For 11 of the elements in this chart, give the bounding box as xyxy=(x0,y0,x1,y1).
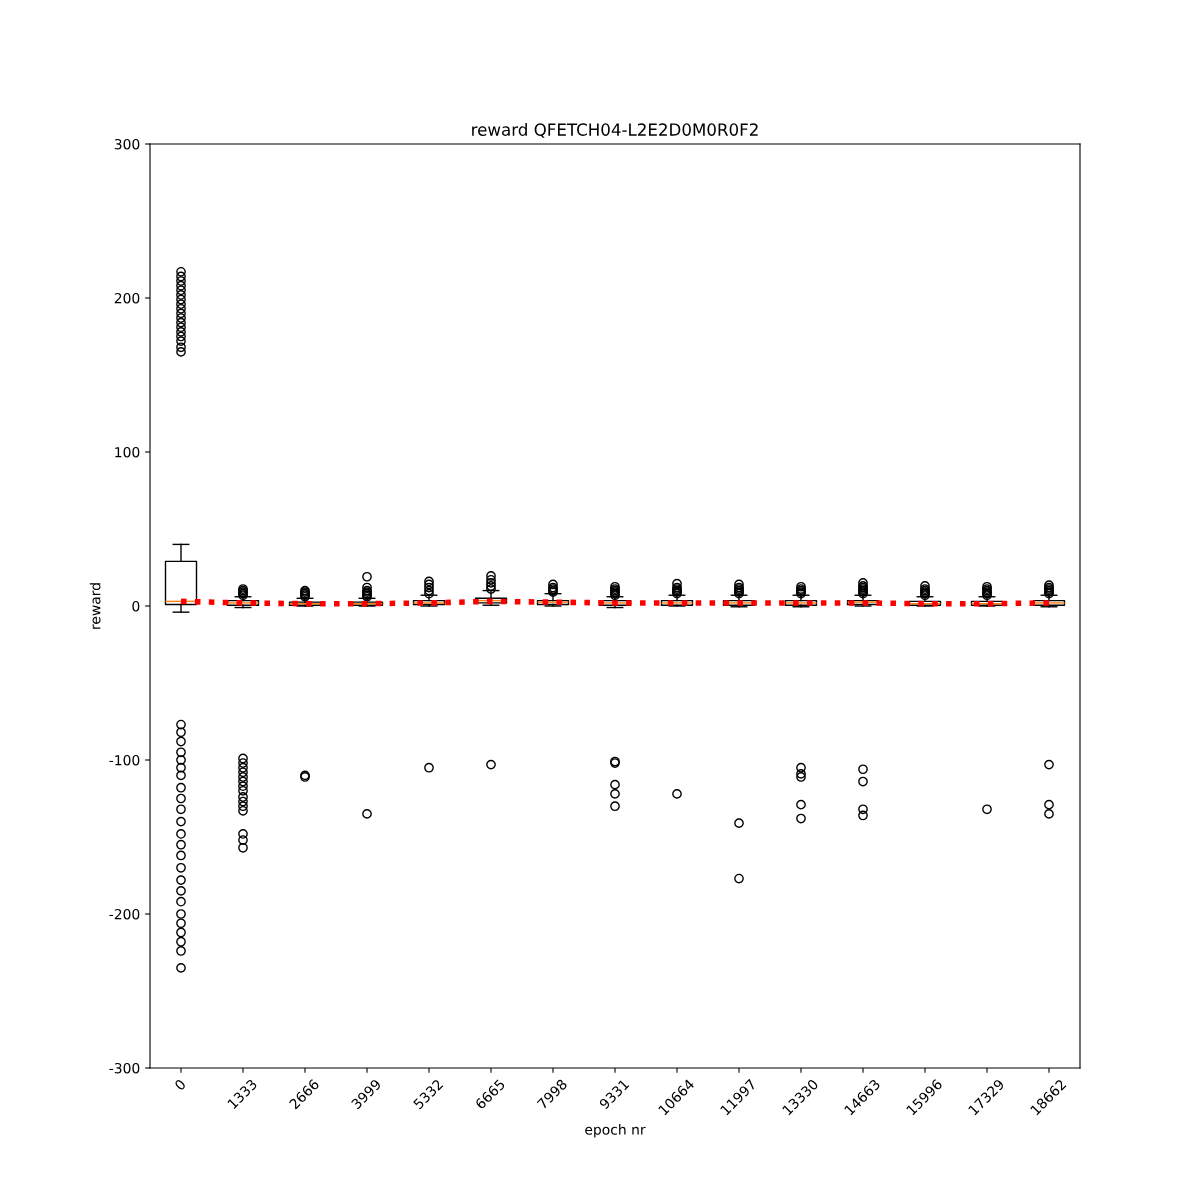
y-axis-title: reward xyxy=(89,583,101,629)
y-tick-label: 300 xyxy=(114,138,140,150)
y-tick-label: -300 xyxy=(109,1062,140,1074)
y-tick-label: -100 xyxy=(109,754,140,766)
y-tick-label: -200 xyxy=(109,908,140,920)
chart-title: reward QFETCH04-L2E2D0M0R0F2 xyxy=(472,123,758,138)
y-tick-label: 200 xyxy=(114,292,140,304)
y-tick-label: 0 xyxy=(132,600,140,612)
y-tick-label: 100 xyxy=(115,446,140,458)
x-axis-title: epoch nr xyxy=(585,1124,646,1138)
x-tick-label: 0 xyxy=(173,1078,187,1091)
